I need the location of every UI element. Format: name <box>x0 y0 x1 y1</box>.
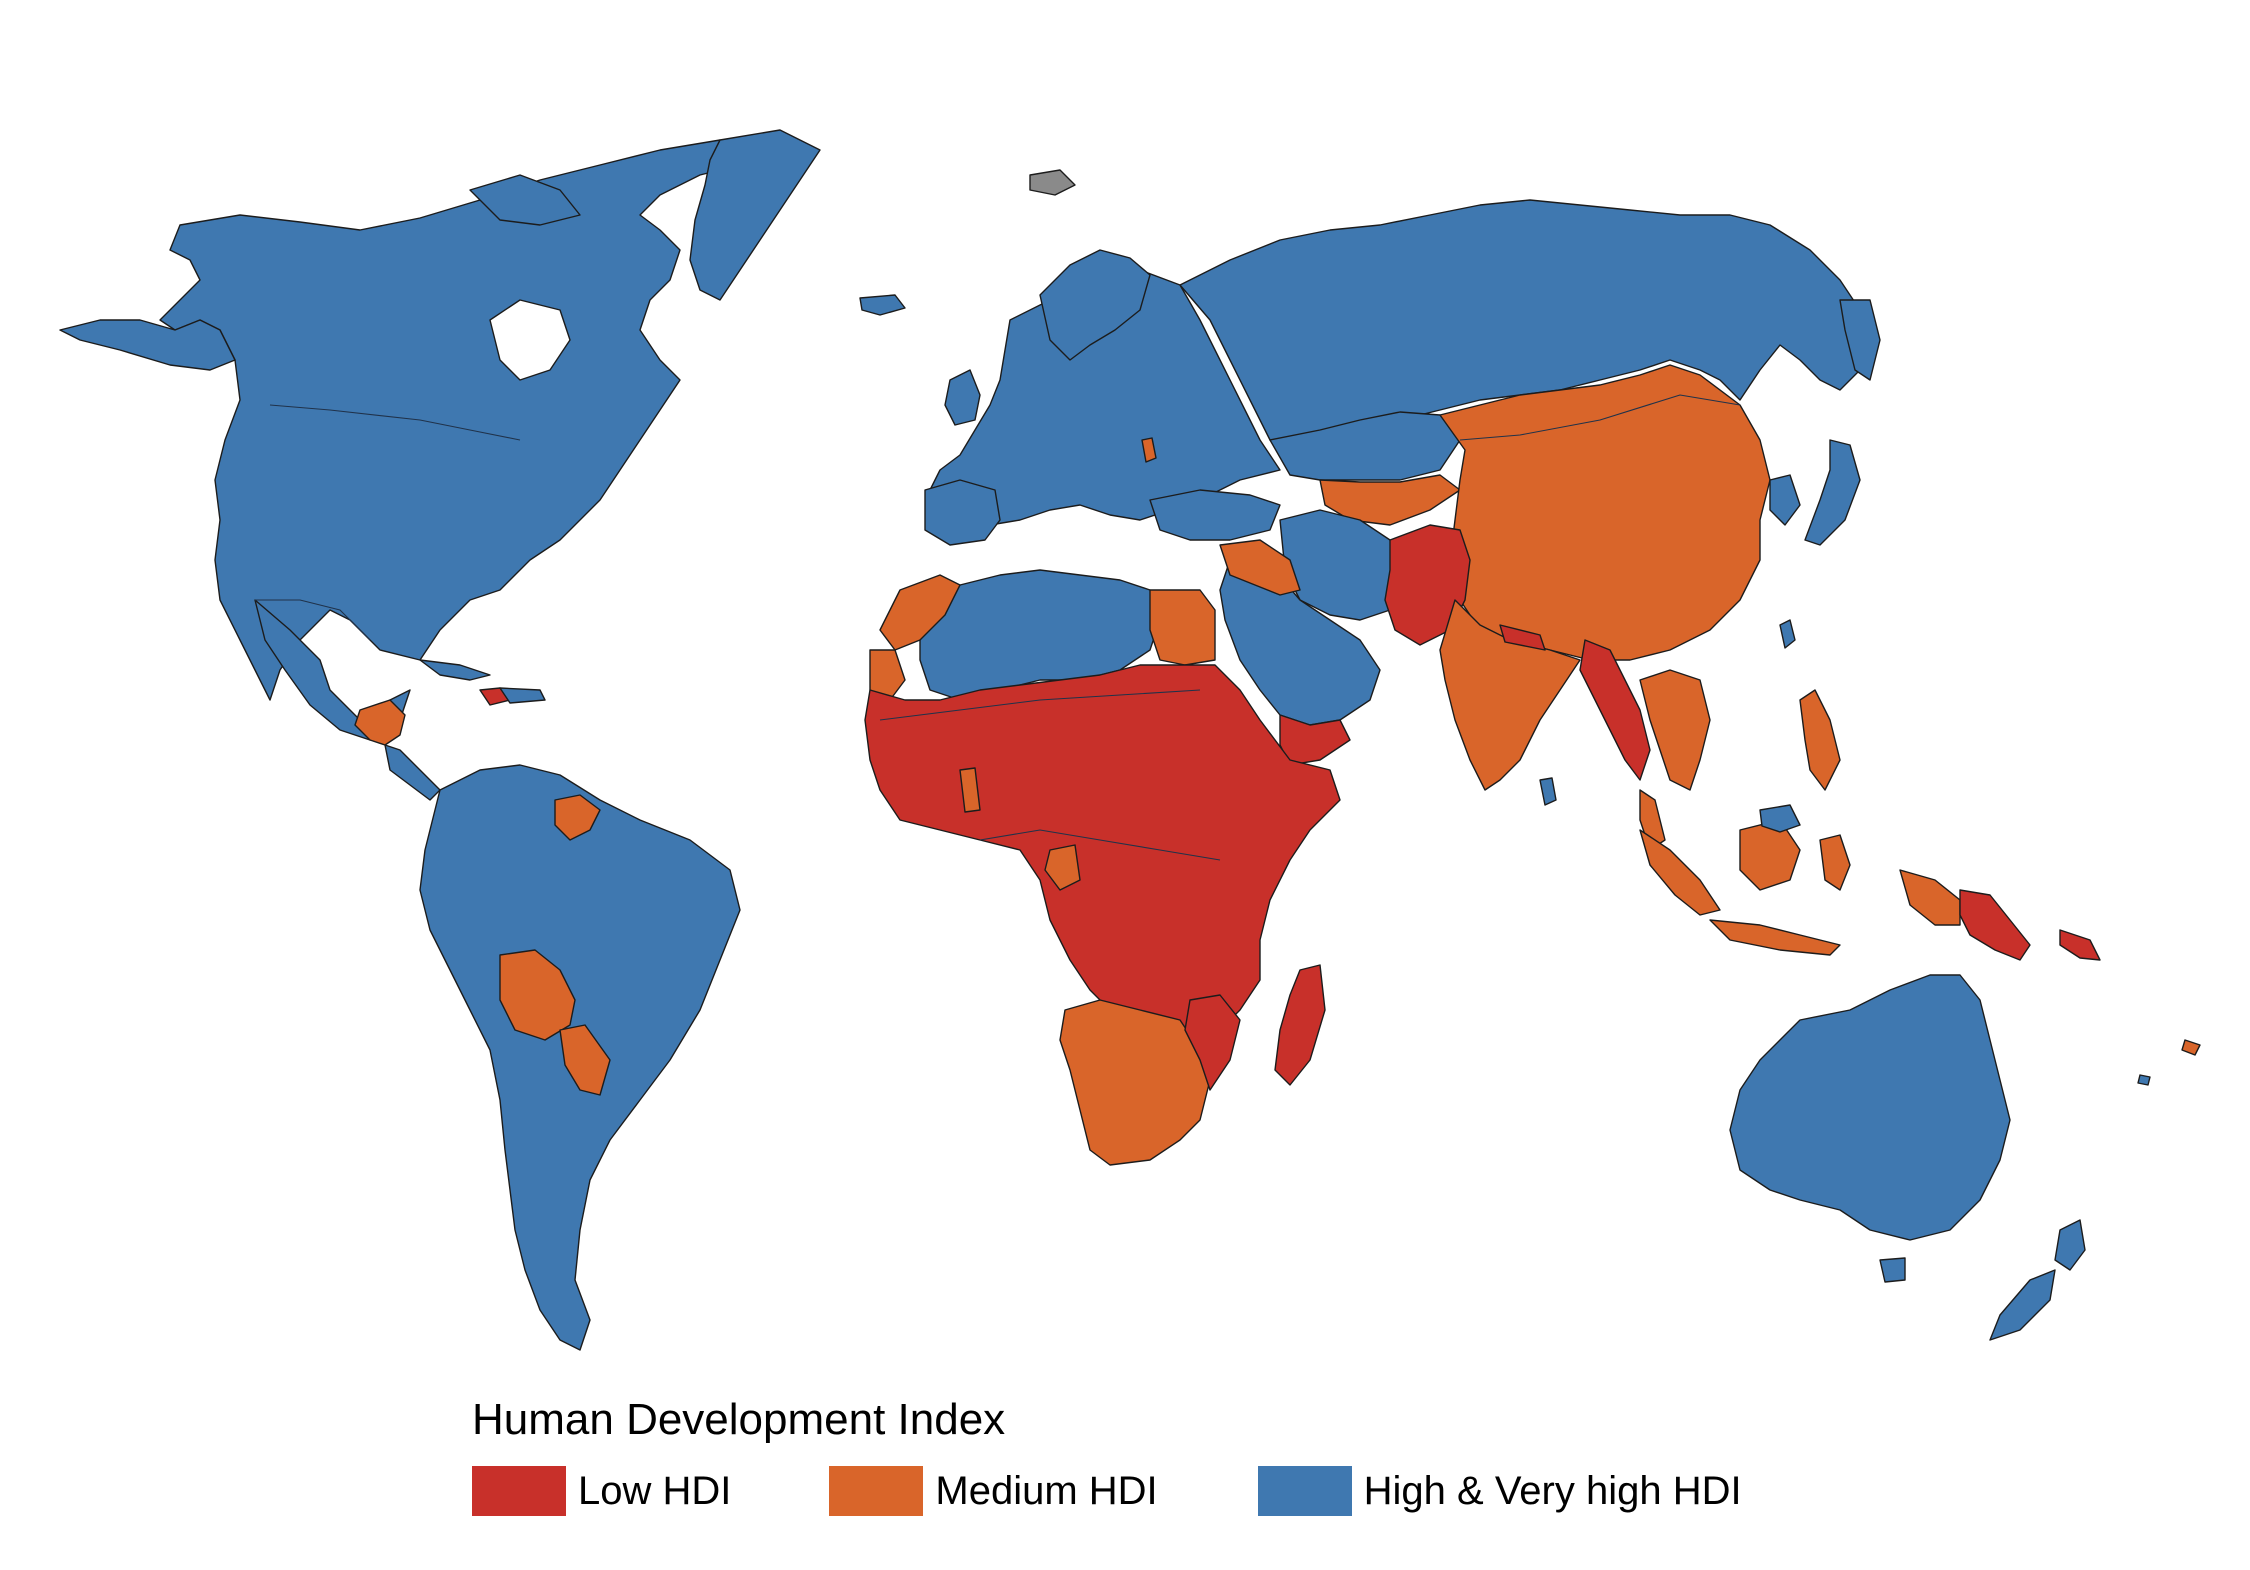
region-svalbard <box>1029 169 1076 196</box>
legend-swatch-high <box>1257 1466 1352 1516</box>
region-southern-africa <box>1059 999 1211 1166</box>
region-sulawesi <box>1819 834 1851 891</box>
region-nepal <box>1499 624 1546 651</box>
legend-swatch-low <box>472 1466 566 1516</box>
map-legend: Human Development Index Low HDI Medium H… <box>472 1398 1742 1516</box>
region-mexico <box>254 599 411 741</box>
region-southeast-asia <box>1639 669 1711 791</box>
region-scandinavia <box>1039 249 1151 361</box>
region-tasmania <box>1879 1257 1906 1283</box>
region-west-papua <box>1899 869 1961 926</box>
region-dominican-republic <box>499 687 546 704</box>
region-korea <box>1769 474 1801 526</box>
region-myanmar <box>1579 639 1651 781</box>
region-uk <box>944 369 981 426</box>
border-us-mexico <box>255 599 371 641</box>
region-syria-iraq <box>1219 539 1301 596</box>
region-borneo <box>1739 819 1801 891</box>
region-guyana <box>554 794 601 841</box>
region-papua-new-guinea <box>1959 889 2031 961</box>
region-mozambique <box>1184 994 1241 1091</box>
border-russia-china <box>1459 394 1741 441</box>
region-iberia <box>924 479 1001 546</box>
region-new-zealand-south <box>1989 1269 2056 1341</box>
region-china <box>1439 364 1771 661</box>
region-new-zealand <box>2054 1219 2086 1271</box>
region-north-america <box>159 139 761 701</box>
region-europe <box>929 269 1281 526</box>
region-greenland <box>689 129 821 301</box>
legend-label-low: Low HDI <box>578 1468 732 1513</box>
region-bolivia <box>499 949 576 1041</box>
region-solomon-islands <box>2059 929 2101 961</box>
region-central-america-south <box>384 744 441 801</box>
hudson-bay <box>489 299 571 381</box>
legend-title: Human Development Index <box>472 1395 1006 1444</box>
region-fiji <box>2137 1074 2151 1086</box>
region-morocco <box>879 574 961 651</box>
region-alaska <box>59 319 236 371</box>
legend-item-low: Low HDI <box>472 1466 731 1516</box>
region-central-asia <box>1319 474 1461 526</box>
region-kazakhstan <box>1269 411 1461 481</box>
border-africa-central <box>979 829 1221 861</box>
region-taiwan <box>1779 619 1796 649</box>
region-north-africa <box>919 569 1161 701</box>
region-sub-saharan-africa <box>864 664 1341 1051</box>
region-canadian-arctic <box>469 174 581 226</box>
region-turkey <box>1149 489 1281 541</box>
region-cuba <box>419 659 491 681</box>
region-iceland <box>859 294 906 316</box>
region-sri-lanka <box>1539 777 1557 806</box>
region-kamchatka <box>1839 299 1881 381</box>
region-western-sahara <box>869 649 906 701</box>
region-borneo-north <box>1759 804 1801 833</box>
legend-item-high: High & Very high HDI <box>1257 1466 1742 1516</box>
region-new-caledonia <box>2181 1039 2201 1056</box>
region-paraguay <box>559 1024 611 1096</box>
region-sumatra <box>1639 829 1721 916</box>
border-africa-sahel <box>879 689 1201 721</box>
region-moldova <box>1141 437 1157 463</box>
region-central-america <box>354 699 406 746</box>
region-japan <box>1804 439 1861 546</box>
region-philippines <box>1799 689 1841 791</box>
legend-label-medium: Medium HDI <box>935 1468 1158 1513</box>
legend-label-high: High & Very high HDI <box>1363 1468 1742 1513</box>
region-java <box>1709 919 1841 956</box>
region-egypt <box>1149 589 1216 666</box>
legend-items: Low HDI Medium HDI High & Very high HDI <box>472 1466 1742 1516</box>
region-congo <box>1044 844 1081 891</box>
legend-item-medium: Medium HDI <box>829 1466 1158 1516</box>
border-us-canada <box>269 404 521 441</box>
legend-swatch-medium <box>829 1466 924 1516</box>
region-madagascar <box>1274 964 1326 1086</box>
region-ghana <box>959 767 981 813</box>
region-australia <box>1729 974 2011 1241</box>
